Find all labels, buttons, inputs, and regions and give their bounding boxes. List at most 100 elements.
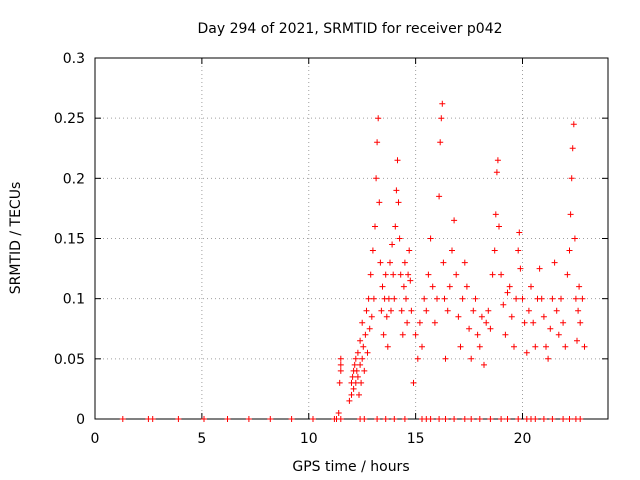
data-points xyxy=(119,100,588,422)
data-point xyxy=(579,295,586,302)
data-point xyxy=(380,331,387,338)
grid xyxy=(95,58,608,419)
data-point xyxy=(444,307,451,314)
data-point xyxy=(515,416,522,422)
data-point xyxy=(382,271,389,278)
data-point xyxy=(513,295,520,302)
data-point xyxy=(423,307,430,314)
x-tick-label: 20 xyxy=(514,431,532,447)
data-point xyxy=(547,325,554,332)
data-point xyxy=(377,259,384,266)
data-point xyxy=(572,295,579,302)
data-point xyxy=(500,301,507,308)
data-point xyxy=(414,355,421,362)
y-tick-label: 0.25 xyxy=(54,111,85,127)
data-point xyxy=(451,416,458,422)
data-point xyxy=(224,416,231,422)
data-point xyxy=(408,307,415,314)
data-point xyxy=(429,283,436,290)
data-point xyxy=(201,416,207,422)
data-point xyxy=(438,115,445,122)
data-point xyxy=(357,361,364,368)
data-point xyxy=(390,271,397,278)
data-point xyxy=(392,223,399,230)
data-point xyxy=(474,331,481,338)
data-point xyxy=(353,367,360,374)
data-point xyxy=(532,343,539,350)
chart-title: Day 294 of 2021, SRMTID for receiver p04… xyxy=(197,21,502,37)
data-point xyxy=(401,259,408,266)
data-point xyxy=(361,416,368,422)
y-tick-label: 0.2 xyxy=(63,171,85,187)
data-point xyxy=(368,313,375,320)
data-point xyxy=(521,319,528,326)
data-point xyxy=(401,416,408,422)
data-point xyxy=(439,100,446,107)
data-point xyxy=(372,223,378,230)
data-point xyxy=(359,319,366,326)
data-point xyxy=(530,319,537,326)
data-point xyxy=(564,271,571,278)
data-point xyxy=(581,343,588,350)
data-point xyxy=(459,295,466,302)
data-point xyxy=(376,199,383,206)
data-point xyxy=(388,307,394,314)
data-point xyxy=(446,283,453,290)
data-point xyxy=(337,361,344,368)
data-point xyxy=(551,259,558,266)
data-point xyxy=(406,247,413,254)
data-point xyxy=(494,157,501,164)
data-point xyxy=(545,355,552,362)
data-point xyxy=(549,295,556,302)
data-point xyxy=(470,307,477,314)
data-point xyxy=(487,416,494,422)
data-point xyxy=(425,271,432,278)
data-point xyxy=(498,271,505,278)
data-point xyxy=(387,259,393,266)
data-point xyxy=(466,325,473,332)
data-point xyxy=(337,367,344,374)
data-point xyxy=(367,271,374,278)
data-point xyxy=(436,416,443,422)
data-point xyxy=(360,343,367,350)
data-point xyxy=(363,307,370,314)
data-point xyxy=(515,247,522,254)
data-point xyxy=(416,319,423,326)
y-axis-label: SRMTID / TECUs xyxy=(8,182,24,295)
data-point xyxy=(517,265,524,272)
data-point xyxy=(351,361,358,368)
data-point xyxy=(396,235,403,242)
data-point xyxy=(478,313,485,320)
data-point xyxy=(468,355,475,362)
y-tick-label: 0.1 xyxy=(63,292,85,308)
data-point xyxy=(472,295,479,302)
data-point xyxy=(532,416,539,422)
data-point xyxy=(421,295,428,302)
data-point xyxy=(369,247,376,254)
data-point xyxy=(481,361,487,368)
data-point xyxy=(567,211,574,218)
data-point xyxy=(504,416,511,422)
data-point xyxy=(419,343,425,350)
data-point xyxy=(536,265,543,272)
axis-ticks: 0 0.05 0.1 0.15 0.2 0.25 0.3 0 5 10 15 20 xyxy=(54,51,608,447)
data-point xyxy=(405,271,412,278)
data-point xyxy=(511,343,517,350)
data-point xyxy=(403,295,409,302)
data-point xyxy=(364,349,371,356)
data-point xyxy=(455,313,462,320)
data-point xyxy=(491,247,498,254)
data-point xyxy=(498,416,505,422)
data-point xyxy=(352,379,359,386)
data-point xyxy=(310,416,316,422)
data-point xyxy=(370,295,377,302)
data-point xyxy=(410,379,417,386)
data-point xyxy=(525,307,532,314)
data-point xyxy=(492,211,499,218)
data-point xyxy=(348,391,355,398)
data-point xyxy=(361,367,368,374)
data-point xyxy=(337,416,344,422)
data-point xyxy=(453,271,460,278)
data-point xyxy=(566,247,573,254)
data-point xyxy=(336,379,343,386)
